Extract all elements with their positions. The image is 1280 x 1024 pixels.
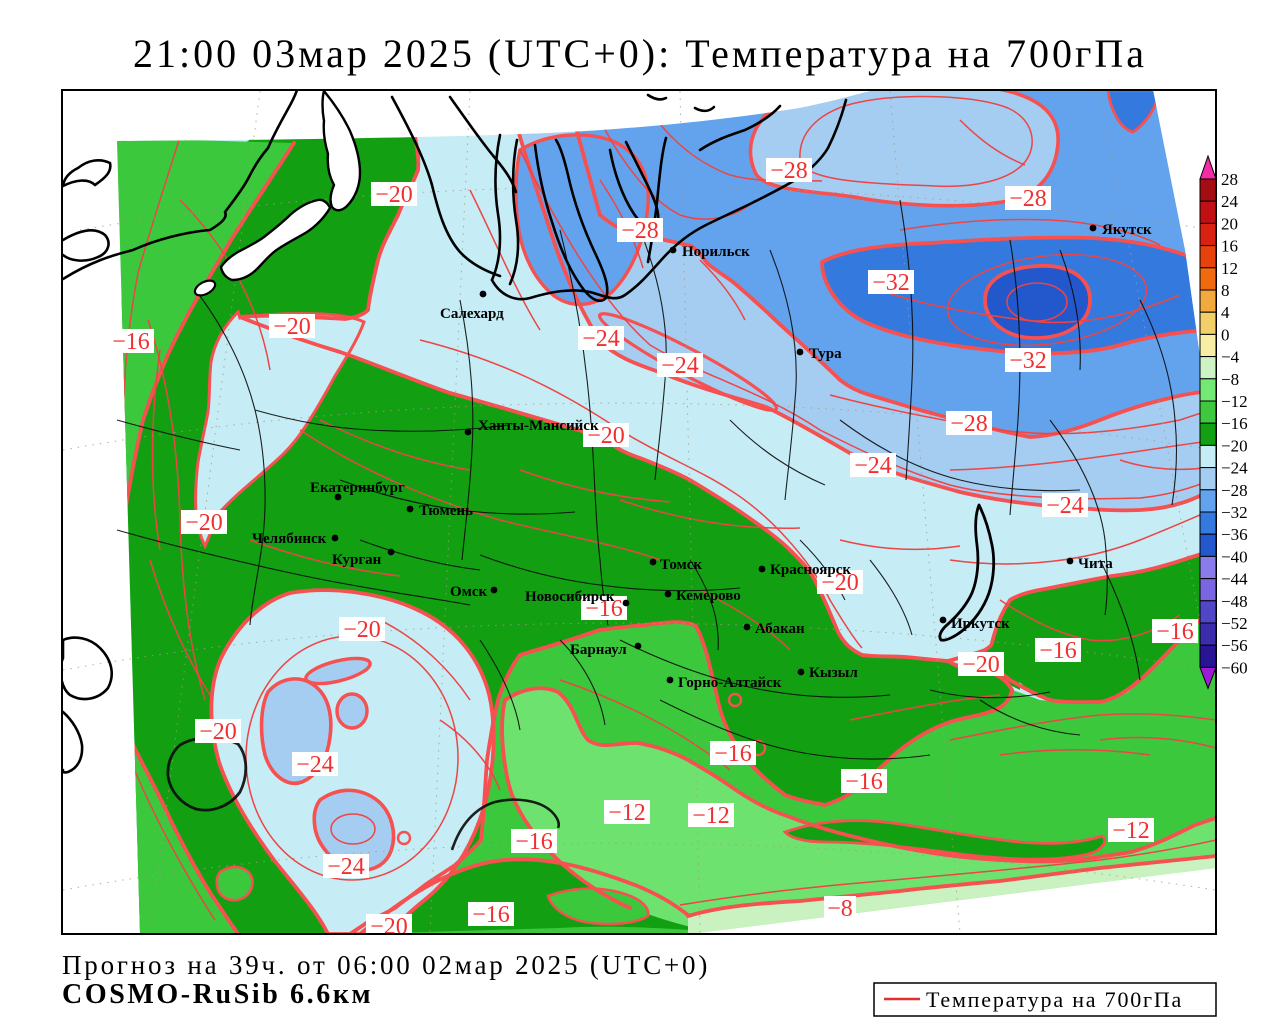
svg-text:−36: −36 xyxy=(1221,525,1248,544)
svg-text:−16: −16 xyxy=(515,829,553,855)
svg-text:−24: −24 xyxy=(327,854,365,880)
svg-text:12: 12 xyxy=(1221,259,1238,278)
svg-text:Якутск: Якутск xyxy=(1102,222,1152,238)
svg-text:Барнаул: Барнаул xyxy=(570,642,627,658)
svg-text:Екатеринбург: Екатеринбург xyxy=(310,480,405,496)
svg-text:COSMO-RuSib 6.6км: COSMO-RuSib 6.6км xyxy=(62,979,373,1010)
svg-text:28: 28 xyxy=(1221,170,1238,189)
svg-text:Новосибирск: Новосибирск xyxy=(525,589,615,605)
svg-text:−20: −20 xyxy=(273,314,311,340)
svg-text:−32: −32 xyxy=(1221,503,1248,522)
svg-text:−24: −24 xyxy=(854,453,892,479)
svg-text:−20: −20 xyxy=(199,719,237,745)
svg-text:24: 24 xyxy=(1221,192,1239,211)
svg-text:Прогноз на 39ч. от 06:00 02мар: Прогноз на 39ч. от 06:00 02мар 2025 (UTC… xyxy=(62,950,710,980)
svg-text:4: 4 xyxy=(1221,303,1230,322)
svg-text:Тюмень: Тюмень xyxy=(419,503,473,519)
svg-text:−12: −12 xyxy=(692,803,730,829)
svg-text:−40: −40 xyxy=(1221,547,1248,566)
svg-text:Температура на 700гПа: Температура на 700гПа xyxy=(926,987,1183,1012)
svg-text:Омск: Омск xyxy=(450,584,488,600)
svg-text:−16: −16 xyxy=(112,329,150,355)
svg-text:−16: −16 xyxy=(714,741,752,767)
svg-text:−52: −52 xyxy=(1221,614,1248,633)
svg-text:Тура: Тура xyxy=(809,346,842,362)
svg-text:−12: −12 xyxy=(608,800,646,826)
svg-text:−8: −8 xyxy=(1221,370,1239,389)
svg-text:−12: −12 xyxy=(1221,392,1248,411)
svg-text:−28: −28 xyxy=(950,411,988,437)
svg-text:Салехард: Салехард xyxy=(440,306,504,322)
svg-text:−20: −20 xyxy=(821,570,859,596)
svg-text:−16: −16 xyxy=(1221,414,1248,433)
svg-text:Абакан: Абакан xyxy=(755,621,805,637)
svg-text:−24: −24 xyxy=(582,326,620,352)
svg-text:Кемерово: Кемерово xyxy=(676,588,741,604)
svg-text:−60: −60 xyxy=(1221,658,1248,677)
svg-text:−20: −20 xyxy=(587,423,625,449)
svg-text:Ханты-Мансийск: Ханты-Мансийск xyxy=(478,418,599,434)
svg-text:−4: −4 xyxy=(1221,348,1240,367)
svg-text:−12: −12 xyxy=(1112,818,1150,844)
svg-text:−16: −16 xyxy=(472,902,510,928)
svg-text:−24: −24 xyxy=(1046,493,1084,519)
svg-text:Иркутск: Иркутск xyxy=(951,616,1010,632)
svg-text:8: 8 xyxy=(1221,281,1230,300)
svg-text:Норильск: Норильск xyxy=(682,244,750,260)
svg-text:−20: −20 xyxy=(375,182,413,208)
svg-text:0: 0 xyxy=(1221,325,1230,344)
svg-text:−48: −48 xyxy=(1221,592,1248,611)
svg-text:−20: −20 xyxy=(962,652,1000,678)
svg-text:Челябинск: Челябинск xyxy=(252,531,327,547)
svg-text:−28: −28 xyxy=(770,158,808,184)
svg-text:Кызыл: Кызыл xyxy=(809,665,858,681)
svg-text:−32: −32 xyxy=(1009,348,1047,374)
svg-text:−24: −24 xyxy=(661,353,699,379)
svg-text:−16: −16 xyxy=(1156,619,1194,645)
svg-text:−20: −20 xyxy=(370,914,408,940)
svg-text:−32: −32 xyxy=(872,270,910,296)
svg-text:−20: −20 xyxy=(1221,436,1248,455)
svg-text:−28: −28 xyxy=(1221,481,1248,500)
svg-text:21:00 03мар 2025 (UTC+0): Темп: 21:00 03мар 2025 (UTC+0): Температура на… xyxy=(133,31,1147,76)
svg-text:−24: −24 xyxy=(296,752,334,778)
svg-text:−16: −16 xyxy=(1039,638,1077,664)
svg-text:20: 20 xyxy=(1221,214,1238,233)
svg-text:−28: −28 xyxy=(1009,186,1047,212)
svg-text:−56: −56 xyxy=(1221,636,1248,655)
svg-text:Красноярск: Красноярск xyxy=(770,562,851,578)
svg-text:−16: −16 xyxy=(585,596,623,622)
svg-text:Курган: Курган xyxy=(332,552,382,568)
svg-text:16: 16 xyxy=(1221,237,1238,256)
svg-text:−8: −8 xyxy=(827,896,853,922)
svg-text:Чита: Чита xyxy=(1078,556,1113,572)
svg-text:Томск: Томск xyxy=(660,557,702,573)
svg-text:−20: −20 xyxy=(185,510,223,536)
svg-text:−28: −28 xyxy=(621,218,659,244)
svg-text:−44: −44 xyxy=(1221,570,1248,589)
svg-text:Горно-Алтайск: Горно-Алтайск xyxy=(678,675,782,691)
svg-text:−16: −16 xyxy=(845,769,883,795)
svg-text:−20: −20 xyxy=(343,617,381,643)
svg-text:−24: −24 xyxy=(1221,459,1248,478)
